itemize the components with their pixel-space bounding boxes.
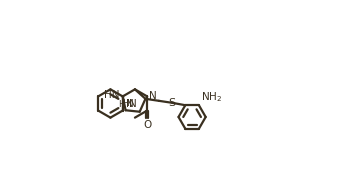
Text: HN: HN	[104, 90, 119, 101]
Text: N: N	[149, 91, 157, 101]
Text: N: N	[126, 99, 134, 109]
Text: H: H	[118, 100, 125, 109]
Text: NH$_2$: NH$_2$	[201, 90, 222, 104]
Text: S: S	[169, 98, 176, 108]
Text: N: N	[129, 100, 137, 109]
Text: H: H	[122, 99, 129, 108]
Text: O: O	[143, 120, 151, 130]
